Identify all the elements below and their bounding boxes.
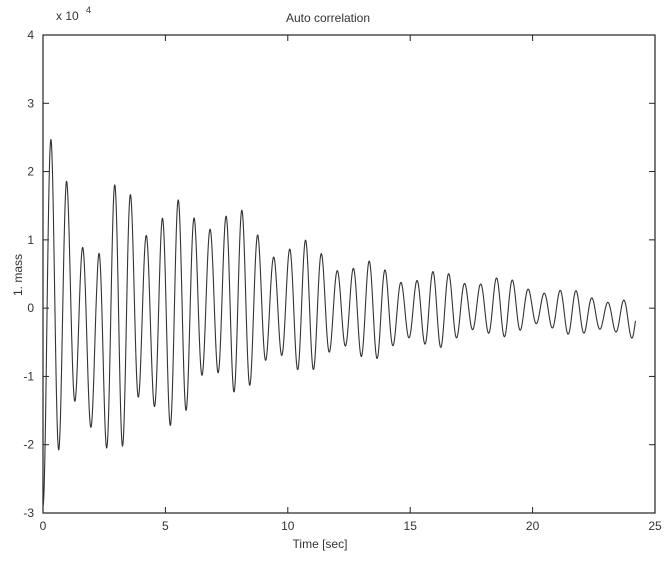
y-tick-label--2: -2 <box>23 438 34 452</box>
x-tick-label-20: 20 <box>526 519 540 533</box>
y-tick-label-3: 3 <box>27 96 34 110</box>
y-tick-label-4: 4 <box>27 28 34 42</box>
auto-correlation-series-line <box>42 138 636 507</box>
x-tick-label-5: 5 <box>162 519 169 533</box>
y-exponent-power: 4 <box>86 5 91 15</box>
x-tick-label-25: 25 <box>648 519 662 533</box>
x-tick-label-0: 0 <box>40 519 47 533</box>
y-tick-label-2: 2 <box>27 165 34 179</box>
y-exponent-label: x 10 <box>56 9 79 23</box>
x-axis-label: Time [sec] <box>293 537 348 551</box>
y-tick-label--3: -3 <box>23 506 34 520</box>
plot-area-frame <box>42 34 656 514</box>
x-tick-label-10: 10 <box>281 519 295 533</box>
y-tick-label--1: -1 <box>23 369 34 383</box>
y-tick-label-1: 1 <box>27 233 34 247</box>
tick-labels: 0 5 10 15 20 25 -3 -2 -1 0 1 2 3 4 <box>23 28 662 533</box>
x-tick-label-15: 15 <box>404 519 418 533</box>
chart-title: Auto correlation <box>286 11 370 25</box>
axis-ticks <box>42 34 656 514</box>
y-axis-label: 1. mass <box>11 254 25 296</box>
y-tick-label-0: 0 <box>27 301 34 315</box>
